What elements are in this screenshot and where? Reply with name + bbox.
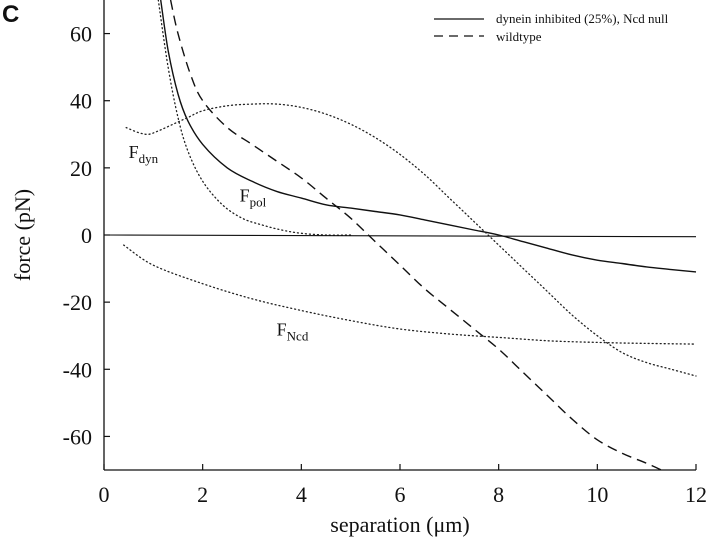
x-tick-label: 0 [99, 482, 110, 507]
annotation-main: F [240, 185, 250, 205]
series-line-f-ncd [123, 244, 697, 345]
annotation-ncd: FNcd [277, 320, 309, 344]
y-tick-label: 0 [81, 223, 92, 248]
annotation-sub: dyn [139, 151, 159, 166]
annotation-main: F [277, 320, 287, 340]
series-line-zero [103, 234, 697, 238]
legend: dynein inhibited (25%), Ncd null wildtyp… [434, 11, 669, 44]
x-tick-label: 12 [685, 482, 707, 507]
legend-label-1: wildtype [496, 29, 542, 44]
x-tick-label: 10 [586, 482, 608, 507]
series-line-f-dyn [125, 103, 697, 377]
legend-label-0: dynein inhibited (25%), Ncd null [496, 11, 669, 26]
annotation-pol: Fpol [240, 185, 267, 209]
annotation-sub: pol [250, 194, 267, 209]
y-ticks: 60 40 20 0 -20 -40 -60 [63, 22, 110, 449]
y-tick-label: -60 [63, 424, 92, 449]
series-line-dynein-inhibited-25-ncd-null [160, 0, 697, 273]
x-tick-label: 8 [493, 482, 504, 507]
series-line-f-pol [157, 0, 352, 236]
panel-label: C [2, 1, 19, 28]
y-tick-label: 20 [70, 156, 92, 181]
y-tick-label: 60 [70, 22, 92, 47]
y-tick-label: 40 [70, 89, 92, 114]
x-tick-label: 4 [296, 482, 307, 507]
x-axis-title: separation (μm) [330, 512, 469, 537]
y-tick-label: -20 [63, 290, 92, 315]
y-axis-title: force (pN) [10, 189, 35, 281]
annotation-sub: Ncd [287, 329, 309, 344]
series-group [103, 0, 697, 471]
x-tick-label: 2 [197, 482, 208, 507]
annotation-dyn: Fdyn [129, 142, 159, 166]
y-tick-label: -40 [63, 357, 92, 382]
series-line-wildtype [169, 0, 662, 471]
x-tick-label: 6 [395, 482, 406, 507]
x-ticks: 0 2 4 6 8 10 12 [99, 464, 707, 507]
annotation-main: F [129, 142, 139, 162]
